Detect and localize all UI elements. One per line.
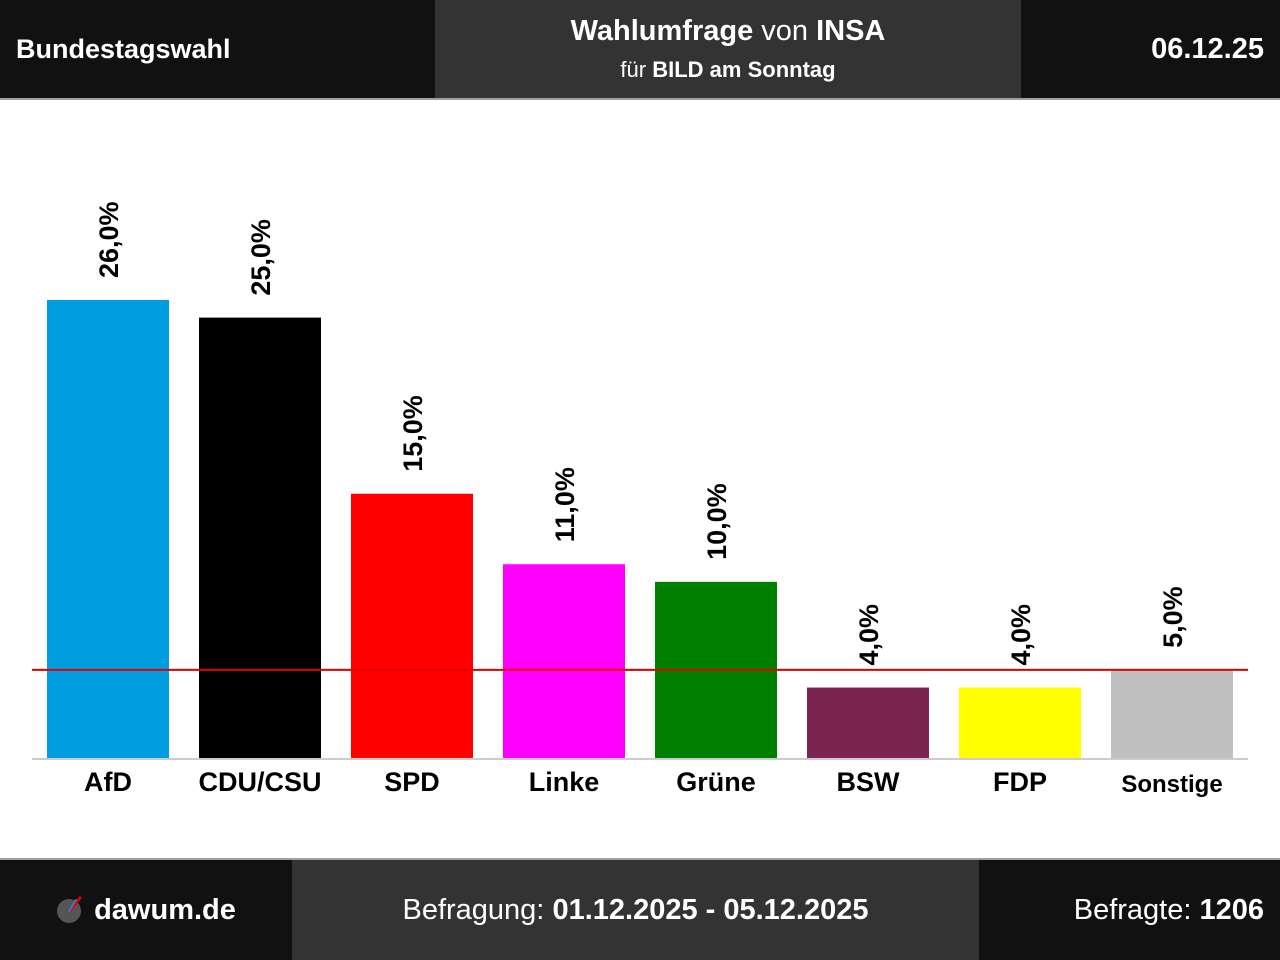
respondents-label: Befragte: <box>1073 894 1192 926</box>
header-title-block: Wahlumfrage von INSA für BILD am Sonntag <box>435 0 1021 98</box>
survey-period: Befragung: 01.12.2025 - 05.12.2025 <box>292 860 979 960</box>
category-label: BSW <box>837 767 901 797</box>
poll-institute: INSA <box>816 15 886 47</box>
dawum-logo-icon <box>57 896 82 923</box>
bar-value-label: 5,0% <box>1158 586 1188 648</box>
bar-linke <box>503 564 625 758</box>
bar-value-label: 4,0% <box>854 604 884 666</box>
respondents: Befragte: 1206 <box>1074 860 1264 960</box>
poll-title-word: Wahlumfrage <box>570 15 754 47</box>
header-bar: Bundestagswahl Wahlumfrage von INSA für … <box>0 0 1280 98</box>
category-label: Sonstige <box>1121 771 1222 798</box>
election-label: Bundestagswahl <box>16 34 231 64</box>
publish-date: 06.12.25 <box>1151 33 1264 65</box>
survey-period-label: Befragung: <box>402 894 545 926</box>
header-divider <box>0 98 1280 100</box>
poll-bar-chart: 26,0% AfD 25,0% CDU/CSU 15,0% SPD 11,0% Linke 10… <box>32 201 1248 798</box>
footer-divider <box>0 858 1280 860</box>
poll-subtitle-prefix: für <box>620 57 647 82</box>
bar-sonstige <box>1111 669 1233 758</box>
footer-bar: dawum.de Befragung: 01.12.2025 - 05.12.2… <box>0 860 1280 960</box>
category-label: Grüne <box>676 767 756 797</box>
bar-spd <box>351 493 473 758</box>
poll-title: Wahlumfrage von INSA <box>435 14 1021 48</box>
category-label: FDP <box>993 767 1047 797</box>
category-label: SPD <box>384 767 440 797</box>
respondents-value: 1206 <box>1199 894 1264 926</box>
bar-value-label: 15,0% <box>398 395 428 472</box>
site-brand[interactable]: dawum.de <box>0 860 292 960</box>
bar-afd <box>47 300 169 758</box>
site-name: dawum.de <box>94 893 236 926</box>
survey-period-value: 01.12.2025 - 05.12.2025 <box>552 894 869 926</box>
poll-subtitle: für BILD am Sonntag <box>435 57 1021 83</box>
category-label: AfD <box>84 767 132 797</box>
poll-title-connector: von <box>761 15 809 47</box>
bar-value-label: 26,0% <box>94 201 124 278</box>
bar-cdu-csu <box>199 317 321 758</box>
bar-value-label: 10,0% <box>702 483 732 560</box>
category-label: CDU/CSU <box>198 767 321 797</box>
bar-bsw <box>807 687 929 758</box>
bar-value-label: 11,0% <box>550 467 580 542</box>
bar-value-label: 25,0% <box>246 219 276 296</box>
poll-client: BILD am Sonntag <box>652 57 836 82</box>
category-label: Linke <box>529 767 600 797</box>
bar-fdp <box>959 687 1081 758</box>
bar-value-label: 4,0% <box>1006 604 1036 666</box>
